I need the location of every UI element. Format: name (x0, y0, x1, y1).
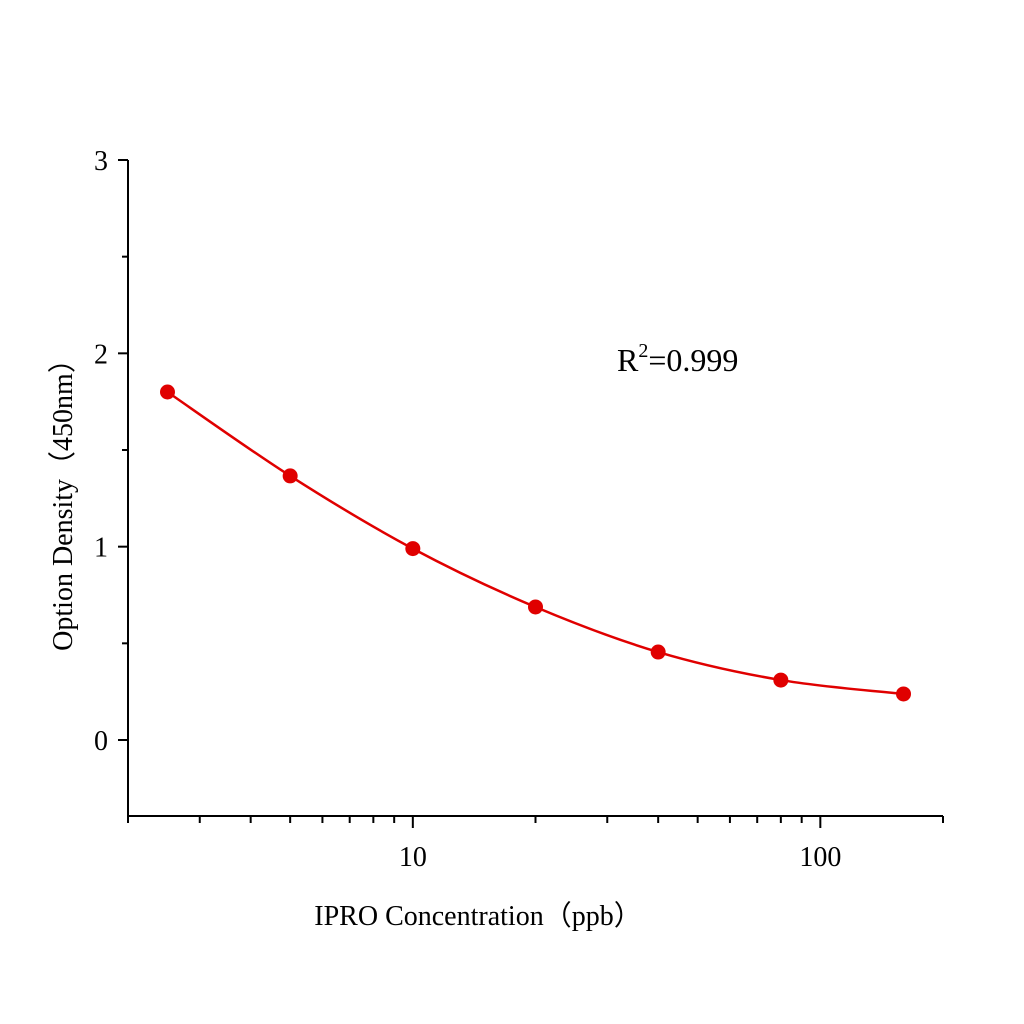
data-point (650, 644, 666, 660)
r-squared-annotation: R2=0.999 (617, 340, 738, 378)
y-axis-label: Option Density（450nm） (47, 345, 79, 651)
fit-curve (166, 390, 904, 696)
x-tick-label: 10 (399, 842, 427, 873)
data-point (773, 672, 789, 688)
data-point (528, 599, 543, 615)
x-tick-label: 100 (799, 842, 841, 873)
x-axis-label: IPRO Concentration（ppb） (314, 900, 641, 932)
y-tick-label: 2 (94, 339, 108, 370)
marks (159, 384, 912, 702)
y-tick-label: 1 (94, 533, 108, 564)
data-point (405, 541, 421, 557)
data-point (896, 686, 912, 702)
data-point (159, 384, 175, 400)
axes: 0 1 2 3 10 100 (94, 146, 944, 873)
data-point (282, 468, 298, 484)
y-tick-label: 3 (94, 146, 108, 177)
y-tick-label: 0 (94, 726, 108, 757)
